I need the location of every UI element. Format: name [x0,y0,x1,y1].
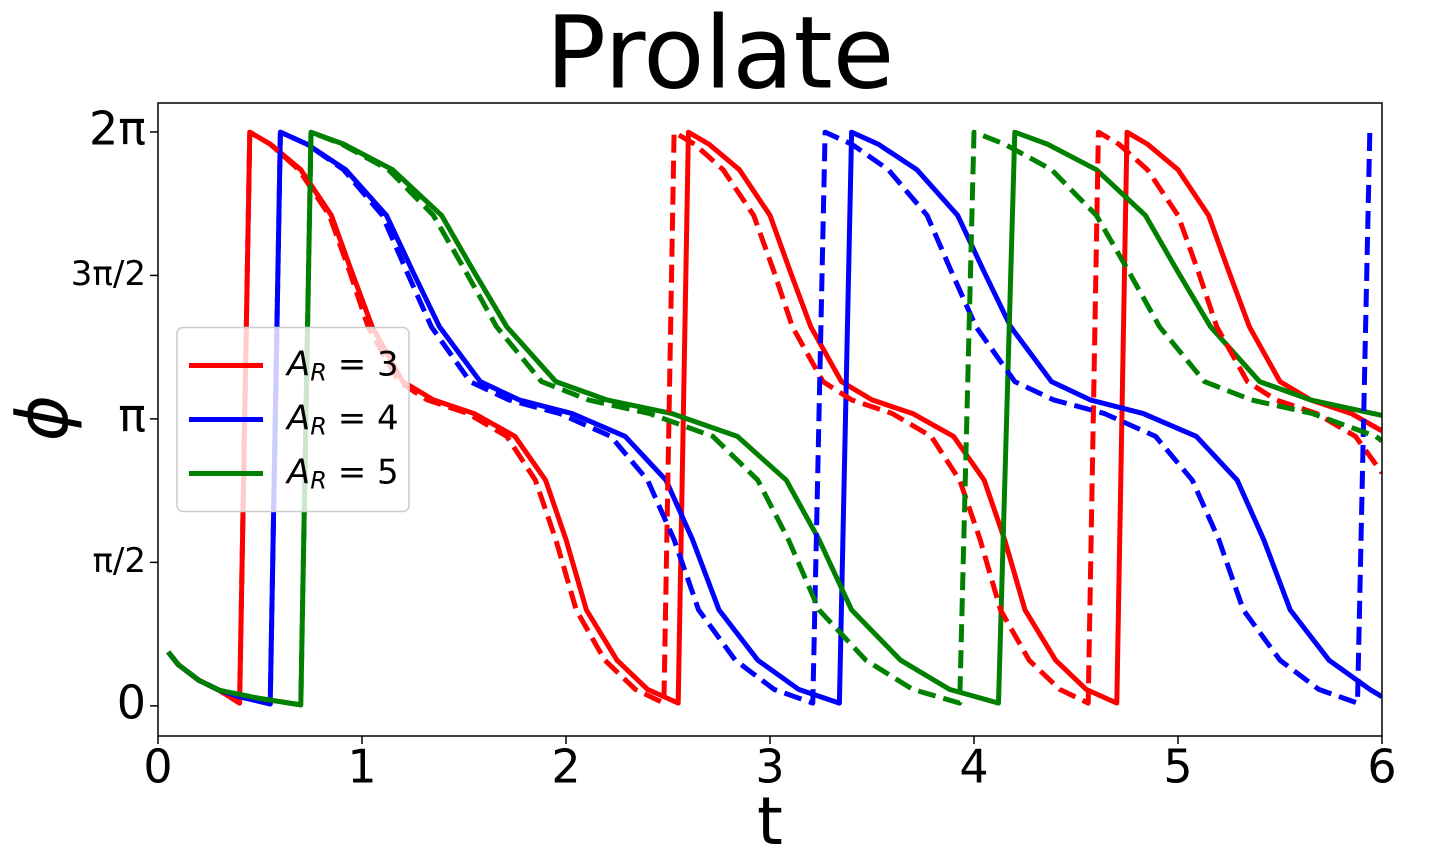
y-tick-label: 3π/2 [71,254,146,294]
x-tick-label: 6 [1367,740,1396,794]
series-line [166,129,1382,706]
y-tick-label: π [118,388,146,442]
y-tick-label: π/2 [92,541,146,581]
x-tick-label: 2 [551,740,580,794]
x-axis-label: t [757,783,783,856]
x-tick-label: 0 [143,740,172,794]
plot-lines [166,129,1382,708]
chart-title: Prolate [546,0,894,111]
legend-label: AR = 5 [285,452,399,495]
y-tick-label: 0 [117,675,146,729]
legend-label: AR = 4 [285,398,399,441]
legend-label: AR = 3 [285,344,399,387]
y-tick-label: 2π [89,101,146,155]
x-tick-label: 4 [959,740,988,794]
series-line [166,129,1382,707]
legend-box [176,326,410,513]
plot-frame [157,102,1383,737]
y-axis-label: ϕ [2,395,84,441]
x-tick-label: 3 [755,740,784,794]
x-tick-label: 1 [347,740,376,794]
series-line [166,129,1382,708]
x-tick-label: 5 [1163,740,1192,794]
